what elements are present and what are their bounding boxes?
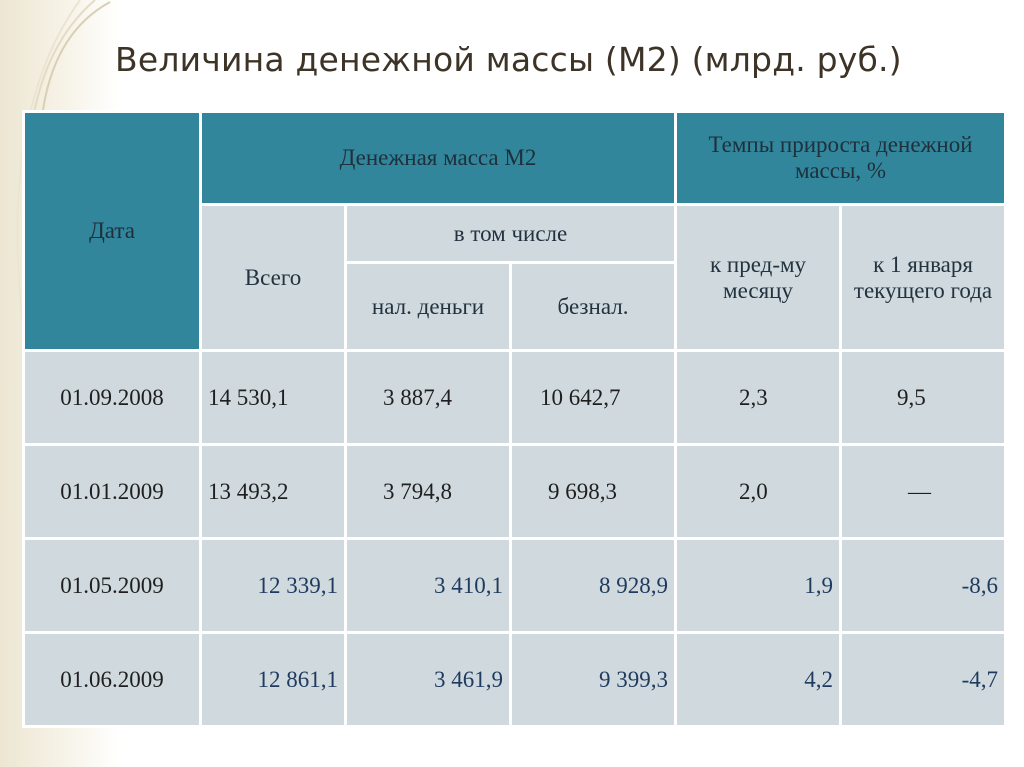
cell-cash: 3 410,1 [344,537,512,634]
header-to-jan1: к 1 января текущего года [839,203,1008,352]
cell-jan1: — [839,443,1008,540]
cell-noncash: 9 698,3 [508,443,678,540]
cell-total: 14 530,1 [199,349,347,446]
cell-date: 01.09.2008 [22,349,202,446]
header-growth-group: Темпы прироста денежной массы, % [674,110,1008,206]
header-m2-group: Денежная масса М2 [198,110,678,206]
cell-prev-month: 2,0 [674,443,843,540]
cell-date: 01.05.2009 [22,537,202,634]
cell-prev-month: 1,9 [674,537,843,634]
header-total: Всего [199,203,347,352]
cell-noncash: 8 928,9 [508,537,678,634]
header-including: в том числе [343,203,678,264]
table-row: 01.05.2009 12 339,1 3 410,1 8 928,9 1,9 … [22,537,1008,634]
money-supply-table: Дата Денежная масса М2 Темпы прироста де… [22,110,1008,728]
cell-noncash: 10 642,7 [508,349,678,446]
header-noncash: безнал. [508,261,678,352]
cell-total: 12 861,1 [199,631,347,728]
table-row: 01.01.2009 13 493,2 3 794,8 9 698,3 2,0 … [22,443,1008,540]
cell-date: 01.01.2009 [22,443,202,540]
header-cash: нал. деньги [344,261,512,352]
header-to-prev-month: к пред-му месяцу [674,203,843,352]
cell-jan1: 9,5 [839,349,1008,446]
cell-jan1: -8,6 [839,537,1008,634]
cell-prev-month: 2,3 [674,349,843,446]
cell-prev-month: 4,2 [674,631,843,728]
cell-jan1: -4,7 [839,631,1008,728]
cell-total: 13 493,2 [199,443,347,540]
cell-cash: 3 794,8 [344,443,512,540]
cell-cash: 3 887,4 [344,349,512,446]
cell-date: 01.06.2009 [22,631,202,728]
table-row: 01.09.2008 14 530,1 3 887,4 10 642,7 2,3… [22,349,1008,446]
page-title: Величина денежной массы (М2) (млрд. руб.… [115,40,902,79]
cell-noncash: 9 399,3 [508,631,678,728]
header-date: Дата [22,110,202,352]
cell-total: 12 339,1 [199,537,347,634]
table-row: 01.06.2009 12 861,1 3 461,9 9 399,3 4,2 … [22,631,1008,728]
cell-cash: 3 461,9 [344,631,512,728]
